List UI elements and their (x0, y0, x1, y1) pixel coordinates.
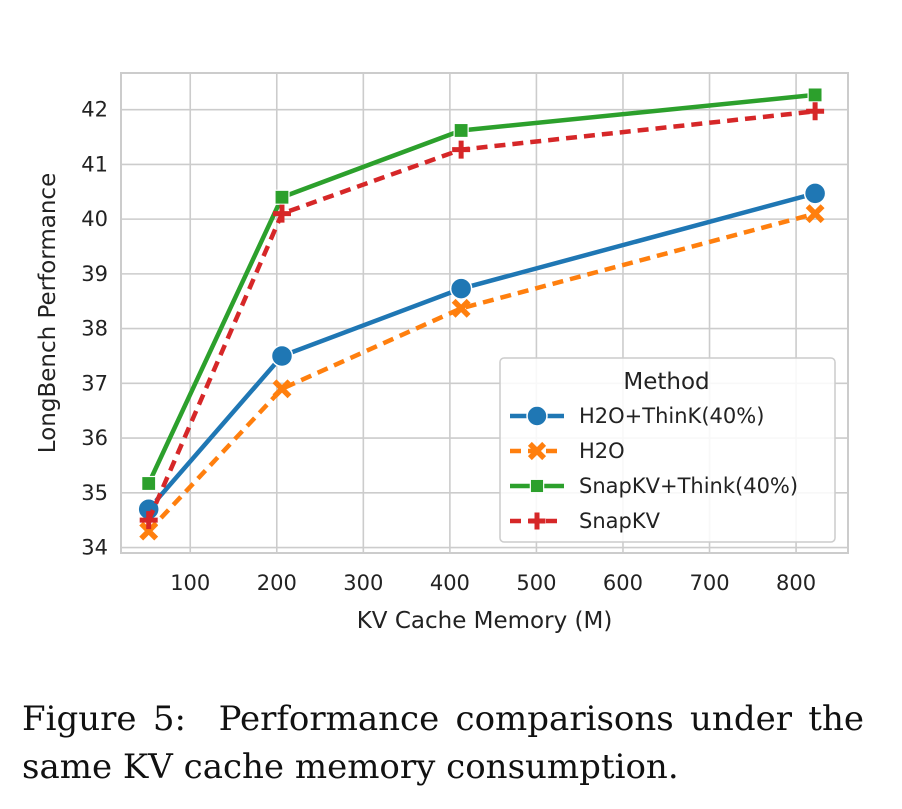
caption-line-1: Figure 5: Performance comparisons under … (22, 695, 864, 743)
figure-caption: Figure 5: Performance comparisons under … (22, 695, 864, 791)
y-tick-label: 42 (81, 98, 108, 122)
line-chart: 100 200 300 400 500 600 700 800 34 35 36 37 38 39 40 41… (35, 72, 849, 634)
series-0 (137, 182, 827, 521)
marker (139, 511, 158, 530)
legend-label: SnapKV+Think(40%) (579, 474, 798, 498)
marker (141, 475, 157, 492)
marker (453, 122, 469, 139)
y-tick-label: 36 (81, 426, 108, 450)
legend-item: SnapKV (510, 509, 661, 533)
series-3 (139, 102, 825, 530)
y-tick-label: 40 (81, 207, 108, 231)
series-1 (139, 204, 825, 541)
legend-box (499, 357, 836, 543)
y-tick-label: 38 (81, 317, 108, 341)
y-axis-label: LongBench Performance (35, 173, 61, 453)
series-layer (137, 87, 827, 541)
marker (270, 344, 294, 368)
series-line (146, 92, 816, 485)
x-tick-label: 200 (257, 571, 297, 595)
marker (274, 189, 290, 205)
caption-label: Figure 5: (22, 699, 186, 739)
y-tick-label: 35 (81, 481, 108, 505)
x-tick-label: 600 (603, 571, 643, 595)
caption-text-1: Performance comparisons under the (218, 699, 864, 739)
marker (451, 298, 471, 318)
y-tick-label: 39 (81, 262, 108, 286)
tick-labels: 100 200 300 400 500 600 700 800 34 35 36 37 38 39 40 41… (81, 98, 816, 595)
legend-item: H2O (510, 439, 625, 463)
marker (272, 204, 291, 223)
x-axis-label: KV Cache Memory (M) (357, 608, 613, 634)
marker (805, 204, 825, 224)
legend-item: H2O+ThinK(40%) (510, 404, 764, 428)
marker (526, 405, 548, 427)
x-tick-label: 500 (516, 571, 556, 595)
marker (807, 87, 823, 103)
caption-line-2: same KV cache memory consumption. (22, 747, 679, 787)
legend-item: SnapKV+Think(40%) (510, 474, 798, 498)
x-tick-label: 800 (776, 571, 816, 595)
x-tick-label: 100 (170, 571, 210, 595)
series-2 (141, 87, 823, 492)
marker (272, 379, 292, 399)
series-line (146, 109, 816, 522)
x-tick-label: 300 (343, 571, 383, 595)
marker (452, 140, 471, 159)
y-tick-label: 34 (81, 536, 108, 560)
legend-label: H2O (579, 439, 625, 463)
legend-label: SnapKV (579, 509, 661, 533)
y-tick-label: 41 (81, 152, 108, 176)
x-tick-label: 400 (430, 571, 470, 595)
x-tick-label: 700 (689, 571, 729, 595)
marker (529, 478, 545, 494)
marker (139, 521, 159, 541)
legend-label: H2O+ThinK(40%) (579, 404, 764, 428)
series-line (147, 211, 816, 533)
y-tick-label: 37 (81, 371, 108, 395)
series-line (146, 191, 816, 511)
marker (528, 512, 546, 530)
legend: Method H2O+ThinK(40%) H2O SnapKV+Think(40%… (499, 357, 836, 543)
marker (806, 102, 825, 121)
marker (449, 277, 473, 300)
marker (803, 182, 827, 205)
marker (527, 441, 547, 461)
legend-title: Method (623, 369, 709, 395)
legend-items: H2O+ThinK(40%) H2O SnapKV+Think(40%) SnapKV (510, 404, 798, 533)
